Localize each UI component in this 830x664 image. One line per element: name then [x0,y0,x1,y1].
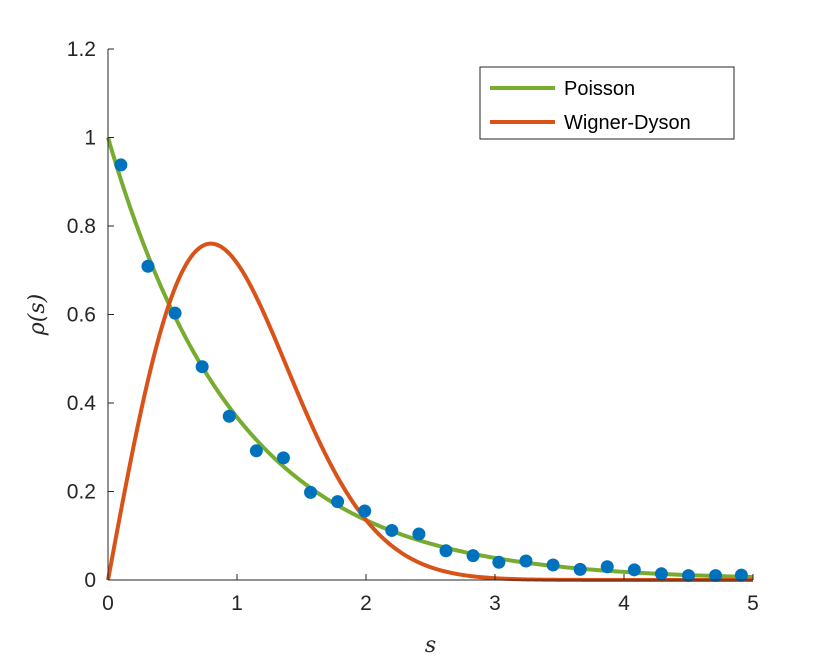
data-point [358,504,372,518]
x-ticks: 0 1 2 3 4 5 [102,574,759,615]
data-point [195,360,209,374]
data-point [600,560,614,574]
data-point [654,567,668,581]
x-axis-label: s [425,633,436,658]
y-axis-label: ρ(s) [25,294,50,336]
y-tick-label: 1.2 [67,38,96,61]
y-tick-label: 0.8 [67,215,96,238]
legend-label: Poisson [564,78,635,100]
data-point [222,409,236,423]
data-point [519,554,533,568]
y-tick-label: 0.2 [67,481,96,504]
data-point [439,544,453,558]
series-line-poisson [106,136,754,580]
data-point [546,558,560,572]
data-point [141,259,155,273]
data-point [304,485,318,499]
x-tick-label: 1 [231,592,243,615]
y-tick-label: 1 [84,127,96,150]
data-point [249,444,263,458]
legend: Poisson Wigner-Dyson [479,66,735,140]
y-tick-label: 0 [84,569,96,592]
scatter-layer [114,158,748,583]
data-point [734,568,748,582]
y-ticks: 0 0.2 0.4 0.6 0.8 1 1.2 [67,38,114,592]
curves-layer [106,136,754,582]
data-point [627,563,641,577]
x-tick-label: 5 [747,592,759,615]
data-point [492,555,506,569]
x-tick-label: 3 [489,592,501,615]
data-point [709,569,723,583]
data-point [466,549,480,563]
data-point [276,451,290,465]
legend-label: Wigner-Dyson [564,112,691,134]
data-point [412,527,426,541]
x-tick-label: 4 [618,592,630,615]
data-point [573,562,587,576]
x-tick-label: 0 [102,592,114,615]
data-point [168,306,182,320]
data-point [682,569,695,583]
data-point [385,523,399,537]
y-tick-label: 0.6 [67,304,96,327]
data-point [331,495,345,509]
legend-box [479,66,735,140]
series-line-wigner-dyson [106,241,754,582]
data-point [114,158,128,172]
x-tick-label: 2 [360,592,372,615]
y-tick-label: 0.4 [67,392,97,415]
